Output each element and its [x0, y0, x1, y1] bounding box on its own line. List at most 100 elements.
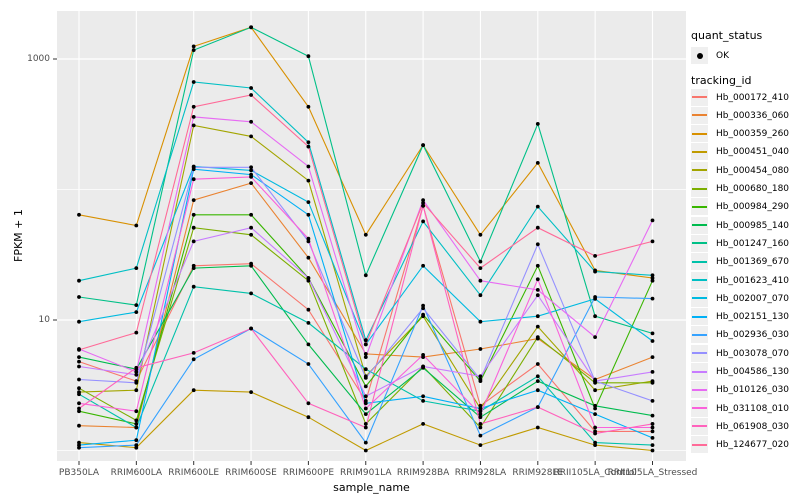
data-point: [249, 263, 254, 268]
data-point: [593, 425, 597, 430]
data-point: [134, 223, 139, 228]
x-tick-label: RRIM600LE: [168, 468, 220, 478]
data-point: [77, 348, 81, 352]
data-point: [134, 425, 139, 430]
data-point: [650, 413, 655, 418]
data-point: [650, 422, 655, 426]
data-point: [306, 144, 311, 149]
data-point: [478, 266, 483, 270]
data-point: [134, 266, 139, 270]
x-tick-label: RRIM928LA: [454, 468, 507, 478]
x-tick-label: RRII105LA_Stressed: [607, 468, 698, 478]
data-point: [535, 335, 540, 339]
legend-label: Hb_000336_060: [716, 110, 790, 121]
point-marker-icon: [696, 52, 703, 59]
legend-label: Hb_010126_030: [716, 385, 790, 396]
data-point: [478, 278, 483, 283]
legend-swatch-line-icon: [692, 260, 707, 263]
data-point: [593, 335, 597, 339]
data-point: [306, 255, 311, 260]
data-point: [363, 338, 368, 343]
data-point: [478, 403, 483, 408]
data-point: [191, 80, 196, 84]
legend-label: Hb_003078_070: [716, 348, 790, 359]
plot-panel: [57, 11, 686, 461]
data-point: [535, 263, 540, 268]
data-point: [650, 339, 655, 343]
legend-key-swatch: [691, 381, 708, 399]
legend-label: Hb_000454_080: [716, 165, 790, 176]
data-point: [421, 364, 425, 369]
data-point: [535, 388, 540, 393]
data-point: [363, 394, 368, 399]
legend-swatch-line-icon: [692, 150, 707, 153]
data-point: [478, 415, 483, 420]
data-point: [478, 232, 483, 237]
data-point: [249, 165, 254, 170]
data-point: [593, 295, 597, 299]
legend-swatch-line-icon: [692, 169, 707, 172]
data-point: [421, 263, 425, 268]
data-point: [249, 225, 254, 230]
data-point: [478, 412, 483, 416]
data-point: [134, 409, 139, 414]
data-point: [191, 48, 196, 52]
data-point: [421, 353, 425, 357]
data-point: [363, 448, 368, 453]
data-point: [249, 326, 254, 331]
data-point: [421, 399, 425, 403]
data-point: [191, 104, 196, 109]
legend-key-ok: [691, 47, 708, 64]
data-point: [650, 273, 655, 278]
x-tick-label: PB350LA: [58, 468, 100, 478]
data-point: [306, 104, 311, 109]
data-point: [593, 254, 597, 258]
data-point: [306, 362, 311, 366]
data-point: [478, 443, 483, 447]
data-point: [363, 440, 368, 445]
data-point: [191, 284, 196, 289]
legend-key-swatch: [691, 399, 708, 417]
data-point: [191, 123, 196, 128]
legend-swatch-line-icon: [692, 352, 707, 355]
legend-swatch-line-icon: [692, 425, 707, 428]
data-point: [191, 198, 196, 203]
data-point: [191, 239, 196, 244]
data-point: [535, 362, 540, 366]
data-point: [191, 165, 196, 170]
data-point: [650, 436, 655, 440]
data-point: [593, 412, 597, 416]
legend-swatch-line-icon: [692, 224, 707, 227]
legend-swatch-line-icon: [692, 297, 707, 300]
y-tick-label: 1000: [27, 53, 50, 64]
data-point: [77, 355, 81, 359]
legend-swatch-line-icon: [692, 114, 707, 117]
data-point: [650, 399, 655, 403]
data-point: [134, 380, 139, 385]
legend-swatch-line-icon: [692, 388, 707, 391]
data-point: [650, 429, 655, 434]
data-point: [77, 423, 81, 428]
data-point: [306, 200, 311, 205]
data-point: [134, 422, 139, 426]
legend-swatch-line-icon: [692, 407, 707, 410]
data-point: [593, 388, 597, 393]
data-point: [593, 314, 597, 319]
legend-label: Hb_002936_030: [716, 330, 790, 341]
legend-key-swatch: [691, 180, 708, 197]
data-point: [650, 448, 655, 453]
data-point: [650, 443, 655, 447]
data-point: [191, 266, 196, 270]
data-point: [363, 401, 368, 406]
legend-key-swatch: [691, 198, 708, 216]
data-point: [306, 164, 311, 169]
data-point: [421, 219, 425, 224]
data-point: [421, 312, 425, 317]
data-point: [421, 143, 425, 148]
data-point: [535, 288, 540, 292]
data-point: [650, 296, 655, 301]
data-point: [77, 386, 81, 391]
data-point: [134, 388, 139, 393]
